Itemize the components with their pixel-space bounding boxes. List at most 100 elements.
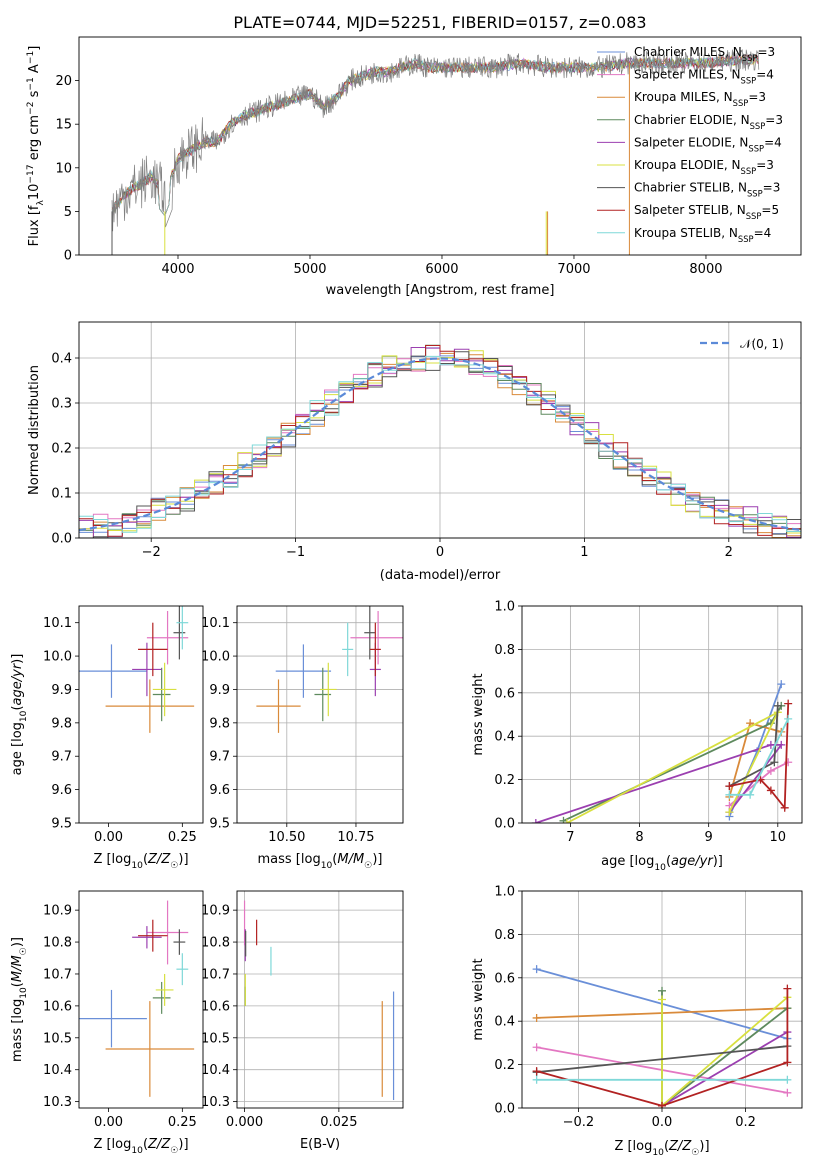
legend-label: Salpeter ELODIE, NSSP=4 [634, 135, 782, 153]
mass-z-axes: 0.00 0.25 10.3 10.4 10.5 10.6 10.7 10.8 10.9 Z [l… [10, 890, 204, 1156]
x-tick-label: 0.00 [94, 1115, 123, 1130]
mass-ebv-axes: 0.000 0.025 10.3 10.4 10.5 10.6 10.7 10.8 10.9 E(… [201, 890, 404, 1152]
y-tick-label: 0.6 [494, 971, 515, 986]
y-tick-label: 0.8 [494, 928, 515, 943]
axes-frame [78, 36, 802, 256]
data-point [155, 973, 174, 1006]
data-point [138, 919, 168, 952]
x-axis-label: mass [log10(M/M☉)] [258, 852, 383, 871]
data-point [79, 989, 147, 1048]
y-tick-label: 9.8 [51, 716, 72, 731]
y-axis-label: mass weight [471, 673, 486, 755]
data-point [342, 622, 354, 677]
data-point [350, 611, 403, 665]
y-tick-label: 1.0 [494, 885, 515, 900]
x-axis-label: (data-model)/error [380, 568, 501, 583]
y-axis-label: age [log10(age/yr)] [10, 654, 29, 776]
x-tick-label: 10 [770, 830, 787, 845]
y-tick-label: 0.0 [51, 532, 72, 547]
x-tick-label: 0.0 [652, 1115, 673, 1130]
legend-label: Chabrier MILES, NSSP=3 [634, 45, 775, 63]
weight-series [532, 984, 792, 1108]
plot-area [111, 49, 760, 255]
weight-marker [532, 1075, 541, 1084]
y-tick-label: 10.0 [201, 650, 230, 665]
legend-label: 𝒩(0, 1) [740, 337, 784, 351]
plot-area [243, 900, 395, 1101]
y-tick-label: 10.4 [43, 1063, 72, 1078]
data-point [79, 644, 147, 698]
y-tick-label: 0.1 [51, 487, 72, 502]
x-tick-label: 1 [580, 545, 588, 560]
x-tick-label: 0 [436, 545, 444, 560]
x-tick-label: 7 [566, 830, 574, 845]
x-tick-label: 0.025 [320, 1115, 357, 1130]
data-point [132, 926, 162, 949]
weight-marker [783, 1058, 792, 1067]
x-tick-label: −1 [286, 545, 305, 560]
weight-marker [562, 819, 571, 823]
plot-area [79, 344, 801, 538]
axes-frame [236, 890, 404, 1109]
y-axis-label: mass [log10(M/M☉)] [10, 937, 29, 1062]
x-tick-label: −2 [142, 545, 161, 560]
y-tick-label: 9.6 [209, 783, 230, 798]
data-point [176, 606, 189, 650]
weight-line [566, 710, 780, 823]
y-axis-label: Flux [fλ10−17 erg cm−2 s−1 A−1] [26, 46, 46, 247]
weight-marker [658, 1101, 666, 1108]
y-tick-label: 10.7 [201, 967, 230, 982]
weight-series [532, 1075, 792, 1084]
y-tick-label: 0.4 [51, 352, 72, 367]
data-point [105, 1001, 195, 1097]
data-point [275, 644, 332, 698]
x-tick-label: 0.000 [226, 1115, 263, 1130]
y-axis-label: Normed distribution [27, 365, 42, 495]
y-tick-label: 20 [55, 74, 72, 89]
plot-area [256, 606, 403, 733]
residual-histogram [79, 351, 801, 538]
legend: Chabrier MILES, NSSP=3 Salpeter MILES, NS… [597, 45, 783, 244]
y-tick-label: 0.3 [51, 397, 72, 412]
data-point [152, 667, 171, 722]
x-axis-label: E(B-V) [300, 1137, 340, 1152]
observed-spectrum [111, 49, 760, 232]
residual-axes: −2 −1 0 1 2 0.0 0.1 0.2 0.3 0.4 𝒩(0, 1) (data-model… [27, 321, 802, 583]
x-tick-label: 9 [705, 830, 713, 845]
y-tick-label: 0.4 [494, 1015, 515, 1030]
spectrum-axes: 4000 5000 6000 7000 8000 0 5 10 15 20 Chabrier MIL… [26, 13, 802, 298]
x-axis-label: Z [log10(Z/Z☉)] [93, 852, 188, 871]
y-tick-label: 0.2 [494, 1058, 515, 1073]
weight-marker [784, 699, 793, 708]
plot-area [532, 965, 792, 1108]
y-tick-label: 9.9 [51, 683, 72, 698]
weight-marker [532, 1067, 541, 1076]
x-tick-label: 10.50 [268, 830, 305, 845]
y-tick-label: 10.1 [201, 616, 230, 631]
x-tick-label: 5000 [293, 262, 326, 277]
data-point [173, 606, 186, 660]
y-tick-label: 10.7 [43, 967, 72, 982]
weight-marker [532, 965, 541, 974]
weight-marker [766, 786, 775, 795]
y-tick-label: 10.6 [43, 999, 72, 1014]
axes-frame [521, 605, 803, 824]
y-tick-label: 9.7 [209, 750, 230, 765]
y-tick-label: 0.0 [494, 1102, 515, 1117]
data-point [105, 679, 195, 733]
data-point [146, 611, 189, 665]
x-tick-label: 0.00 [94, 830, 123, 845]
data-point [176, 953, 189, 986]
axes-frame [78, 890, 204, 1109]
y-tick-label: 0.8 [494, 643, 515, 658]
y-tick-label: 9.7 [51, 750, 72, 765]
age-z-axes: 0.00 0.25 9.5 9.6 9.7 9.8 9.9 10.0 10.1 Z [log10(… [10, 605, 204, 871]
weight-marker [784, 714, 793, 723]
axes-frame [521, 890, 803, 1109]
x-tick-label: 2 [725, 545, 733, 560]
weight-marker [783, 1088, 792, 1097]
y-tick-label: 10.3 [201, 1095, 230, 1110]
legend-label: Kroupa STELIB, NSSP=4 [634, 226, 771, 244]
residual-histogram [79, 355, 801, 533]
